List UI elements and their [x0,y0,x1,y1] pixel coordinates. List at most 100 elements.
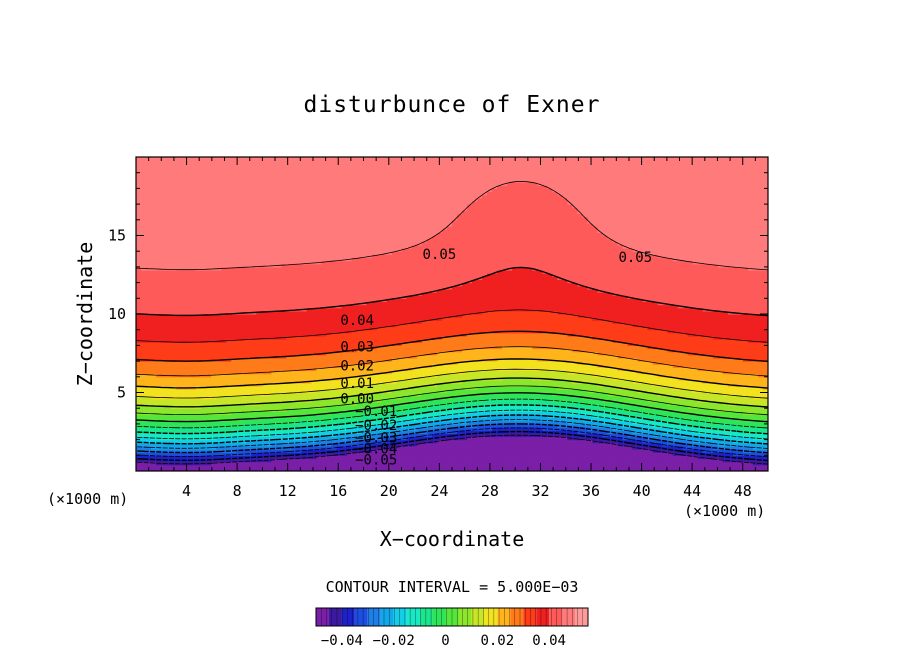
contour-cell [306,194,313,199]
contour-cell [276,257,283,262]
contour-cell [206,348,212,353]
contour-cell [201,298,207,303]
contour-cell [321,244,328,249]
contour-cell [186,160,192,164]
contour-cell [346,273,353,277]
contour-cell [176,370,182,375]
contour-cell [296,235,303,240]
contour-cell [256,232,262,237]
contour-cell [316,163,323,168]
contour-cell [251,417,257,422]
contour-cell [301,364,308,368]
contour-cell [231,458,237,463]
contour-cell [286,342,293,346]
contour-cell [296,175,303,180]
contour-cell [336,188,343,193]
contour-cell [271,213,278,218]
contour-cell [251,169,257,174]
contour-cell [266,461,273,466]
contour-cell [276,348,283,353]
contour-cell [246,166,252,171]
contour-cell [196,244,202,249]
contour-cell [141,241,147,246]
contour-cell [196,288,202,293]
contour-cell [291,263,298,268]
contour-cell [296,273,303,277]
contour-cell [281,329,288,334]
contour-cell [171,182,177,186]
contour-cell [251,194,257,199]
contour-cell [271,204,278,208]
contour-cell [196,442,202,447]
contour-cell [146,414,152,419]
contour-cell [141,251,147,255]
contour-cell [256,345,262,350]
contour-cell [311,307,318,312]
contour-cell [291,461,298,466]
contour-cell [156,314,162,318]
contour-cell [271,373,278,378]
contour-cell [291,276,298,281]
contour-cell [216,248,222,252]
contour-cell [236,216,242,221]
contour-cell [216,210,222,215]
contour-cell [326,376,333,381]
contour-cell [166,260,172,265]
contour-cell [331,213,338,218]
contour-cell [241,298,247,303]
contour-cell [201,351,207,356]
contour-cell [331,251,338,255]
contour-cell [171,266,177,271]
contour-cell [336,244,343,249]
contour-cell [286,364,293,368]
contour-cell [286,216,293,221]
contour-cell [206,357,212,362]
contour-cell [346,442,353,447]
contour-cell [201,273,207,277]
contour-cell [176,467,182,471]
contour-cell [301,389,308,394]
contour-cell [281,405,288,409]
contour-cell [316,279,323,284]
contour-cell [316,241,323,246]
contour-cell [256,157,262,161]
contour-cell [306,172,313,177]
contour-cell [136,197,142,202]
contour-cell [176,175,182,180]
contour-cell [136,191,142,196]
contour-cell [306,191,313,196]
contour-cell [141,298,147,303]
contour-cell [191,270,197,274]
contour-cell [226,361,232,365]
contour-cell [181,436,187,441]
contour-cell [191,182,197,186]
contour-cell [311,175,318,180]
contour-cell [246,238,252,243]
contour-cell [251,263,257,268]
contour-cell [141,373,147,378]
contour-cell [231,182,237,186]
contour-cell [136,226,142,230]
contour-cell [241,314,247,318]
contour-cell [336,263,343,268]
contour-cell [286,461,293,466]
contour-cell [346,433,353,438]
contour-cell [311,204,318,208]
contour-cell [186,320,192,325]
contour-cell [296,226,303,230]
contour-cell [246,323,252,328]
contour-cell [251,445,257,450]
contour-cell [191,408,197,412]
contour-cell [191,178,197,183]
contour-cell [276,213,283,218]
contour-cell [271,433,278,438]
contour-cell [241,182,247,186]
contour-cell [321,449,328,453]
contour-cell [281,467,288,471]
contour-cell [246,216,252,221]
contour-cell [221,354,227,359]
contour-cell [281,361,288,365]
contour-cell [316,238,323,243]
contour-cell [296,244,303,249]
contour-cell [316,213,323,218]
